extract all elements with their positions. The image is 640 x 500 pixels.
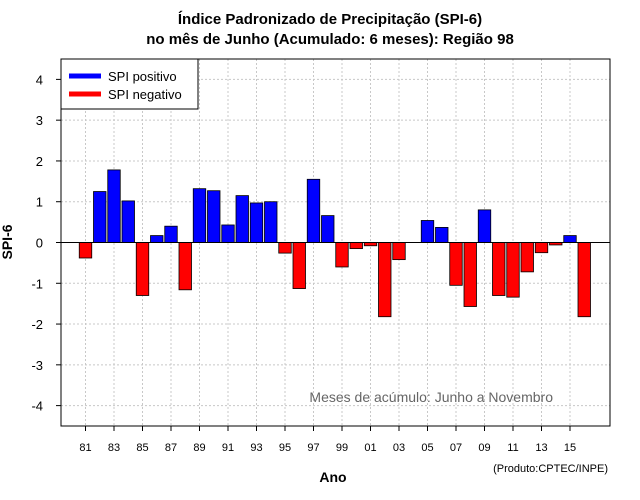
bar-98 xyxy=(322,216,335,243)
x-tick-label: 81 xyxy=(79,442,91,454)
bar-5 xyxy=(421,220,434,242)
y-tick-label: -2 xyxy=(31,317,43,332)
x-tick-label: 93 xyxy=(250,442,262,454)
bar-97 xyxy=(307,179,320,242)
x-tick-label: 09 xyxy=(478,442,490,454)
x-axis-ticks: 81 83 85 87 89 91 93 95 97 99 01 03 05 07 09 11 13 15 xyxy=(79,426,576,454)
bar-89 xyxy=(193,189,206,243)
y-axis-label: SPI-6 xyxy=(0,224,15,259)
bar-94 xyxy=(265,202,278,243)
bar-16 xyxy=(578,243,591,317)
bar-88 xyxy=(179,243,192,290)
y-tick-label: 3 xyxy=(36,113,43,128)
bar-12 xyxy=(521,243,534,272)
y-tick-label: 4 xyxy=(36,72,43,87)
y-tick-label: -4 xyxy=(31,399,43,414)
x-axis-label: Ano xyxy=(319,469,346,485)
x-tick-label: 97 xyxy=(307,442,319,454)
y-tick-label: 1 xyxy=(36,195,43,210)
y-tick-label: 0 xyxy=(36,236,43,251)
y-axis-ticks: 4 3 2 1 0 -1 -2 -3 -4 xyxy=(31,72,61,413)
x-tick-label: 85 xyxy=(136,442,148,454)
annotation-accumulation: Meses de acúmulo: Junho a Novembro xyxy=(309,389,553,405)
legend: SPI positivo SPI negativo xyxy=(61,59,198,109)
x-tick-label: 87 xyxy=(165,442,177,454)
legend-label-positive: SPI positivo xyxy=(108,69,177,84)
x-tick-label: 07 xyxy=(450,442,462,454)
bar-15 xyxy=(564,236,577,243)
bar-95 xyxy=(279,243,292,254)
bar-86 xyxy=(151,236,164,243)
y-tick-label: 2 xyxy=(36,154,43,169)
bar-96 xyxy=(293,243,306,289)
bar-84 xyxy=(122,201,135,243)
bar-81 xyxy=(79,243,92,258)
x-tick-label: 11 xyxy=(507,442,518,454)
legend-label-negative: SPI negativo xyxy=(108,87,182,102)
bar-93 xyxy=(250,203,263,243)
bars xyxy=(79,170,590,317)
x-tick-label: 15 xyxy=(564,442,576,454)
x-tick-label: 83 xyxy=(108,442,120,454)
x-tick-label: 91 xyxy=(222,442,234,454)
x-tick-label: 13 xyxy=(535,442,547,454)
bar-85 xyxy=(136,243,149,296)
bar-8 xyxy=(464,243,477,307)
x-tick-label: 03 xyxy=(393,442,405,454)
bar-92 xyxy=(236,196,249,243)
bar-10 xyxy=(493,243,506,296)
x-tick-label: 95 xyxy=(279,442,291,454)
x-tick-label: 05 xyxy=(421,442,433,454)
product-credit: (Produto:CPTEC/INPE) xyxy=(493,463,608,475)
spi-chart: Índice Padronizado de Precipitação (SPI-… xyxy=(0,0,640,500)
bar-7 xyxy=(450,243,463,286)
bar-99 xyxy=(336,243,349,267)
bar-2 xyxy=(379,243,392,317)
bar-11 xyxy=(507,243,520,298)
bar-90 xyxy=(208,191,221,243)
bar-6 xyxy=(436,227,449,242)
chart-subtitle: no mês de Junho (Acumulado: 6 meses): Re… xyxy=(146,31,514,48)
bar-0 xyxy=(350,243,363,249)
bar-83 xyxy=(108,170,121,243)
bar-82 xyxy=(94,192,107,243)
chart-title: Índice Padronizado de Precipitação (SPI-… xyxy=(178,11,482,28)
bar-13 xyxy=(535,243,548,253)
bar-91 xyxy=(222,225,235,243)
bar-9 xyxy=(478,210,491,243)
bar-87 xyxy=(165,226,178,242)
bar-3 xyxy=(393,243,406,260)
y-tick-label: -3 xyxy=(31,358,43,373)
x-tick-label: 99 xyxy=(336,442,348,454)
y-tick-label: -1 xyxy=(31,276,43,291)
x-tick-label: 89 xyxy=(193,442,205,454)
x-tick-label: 01 xyxy=(364,442,376,454)
